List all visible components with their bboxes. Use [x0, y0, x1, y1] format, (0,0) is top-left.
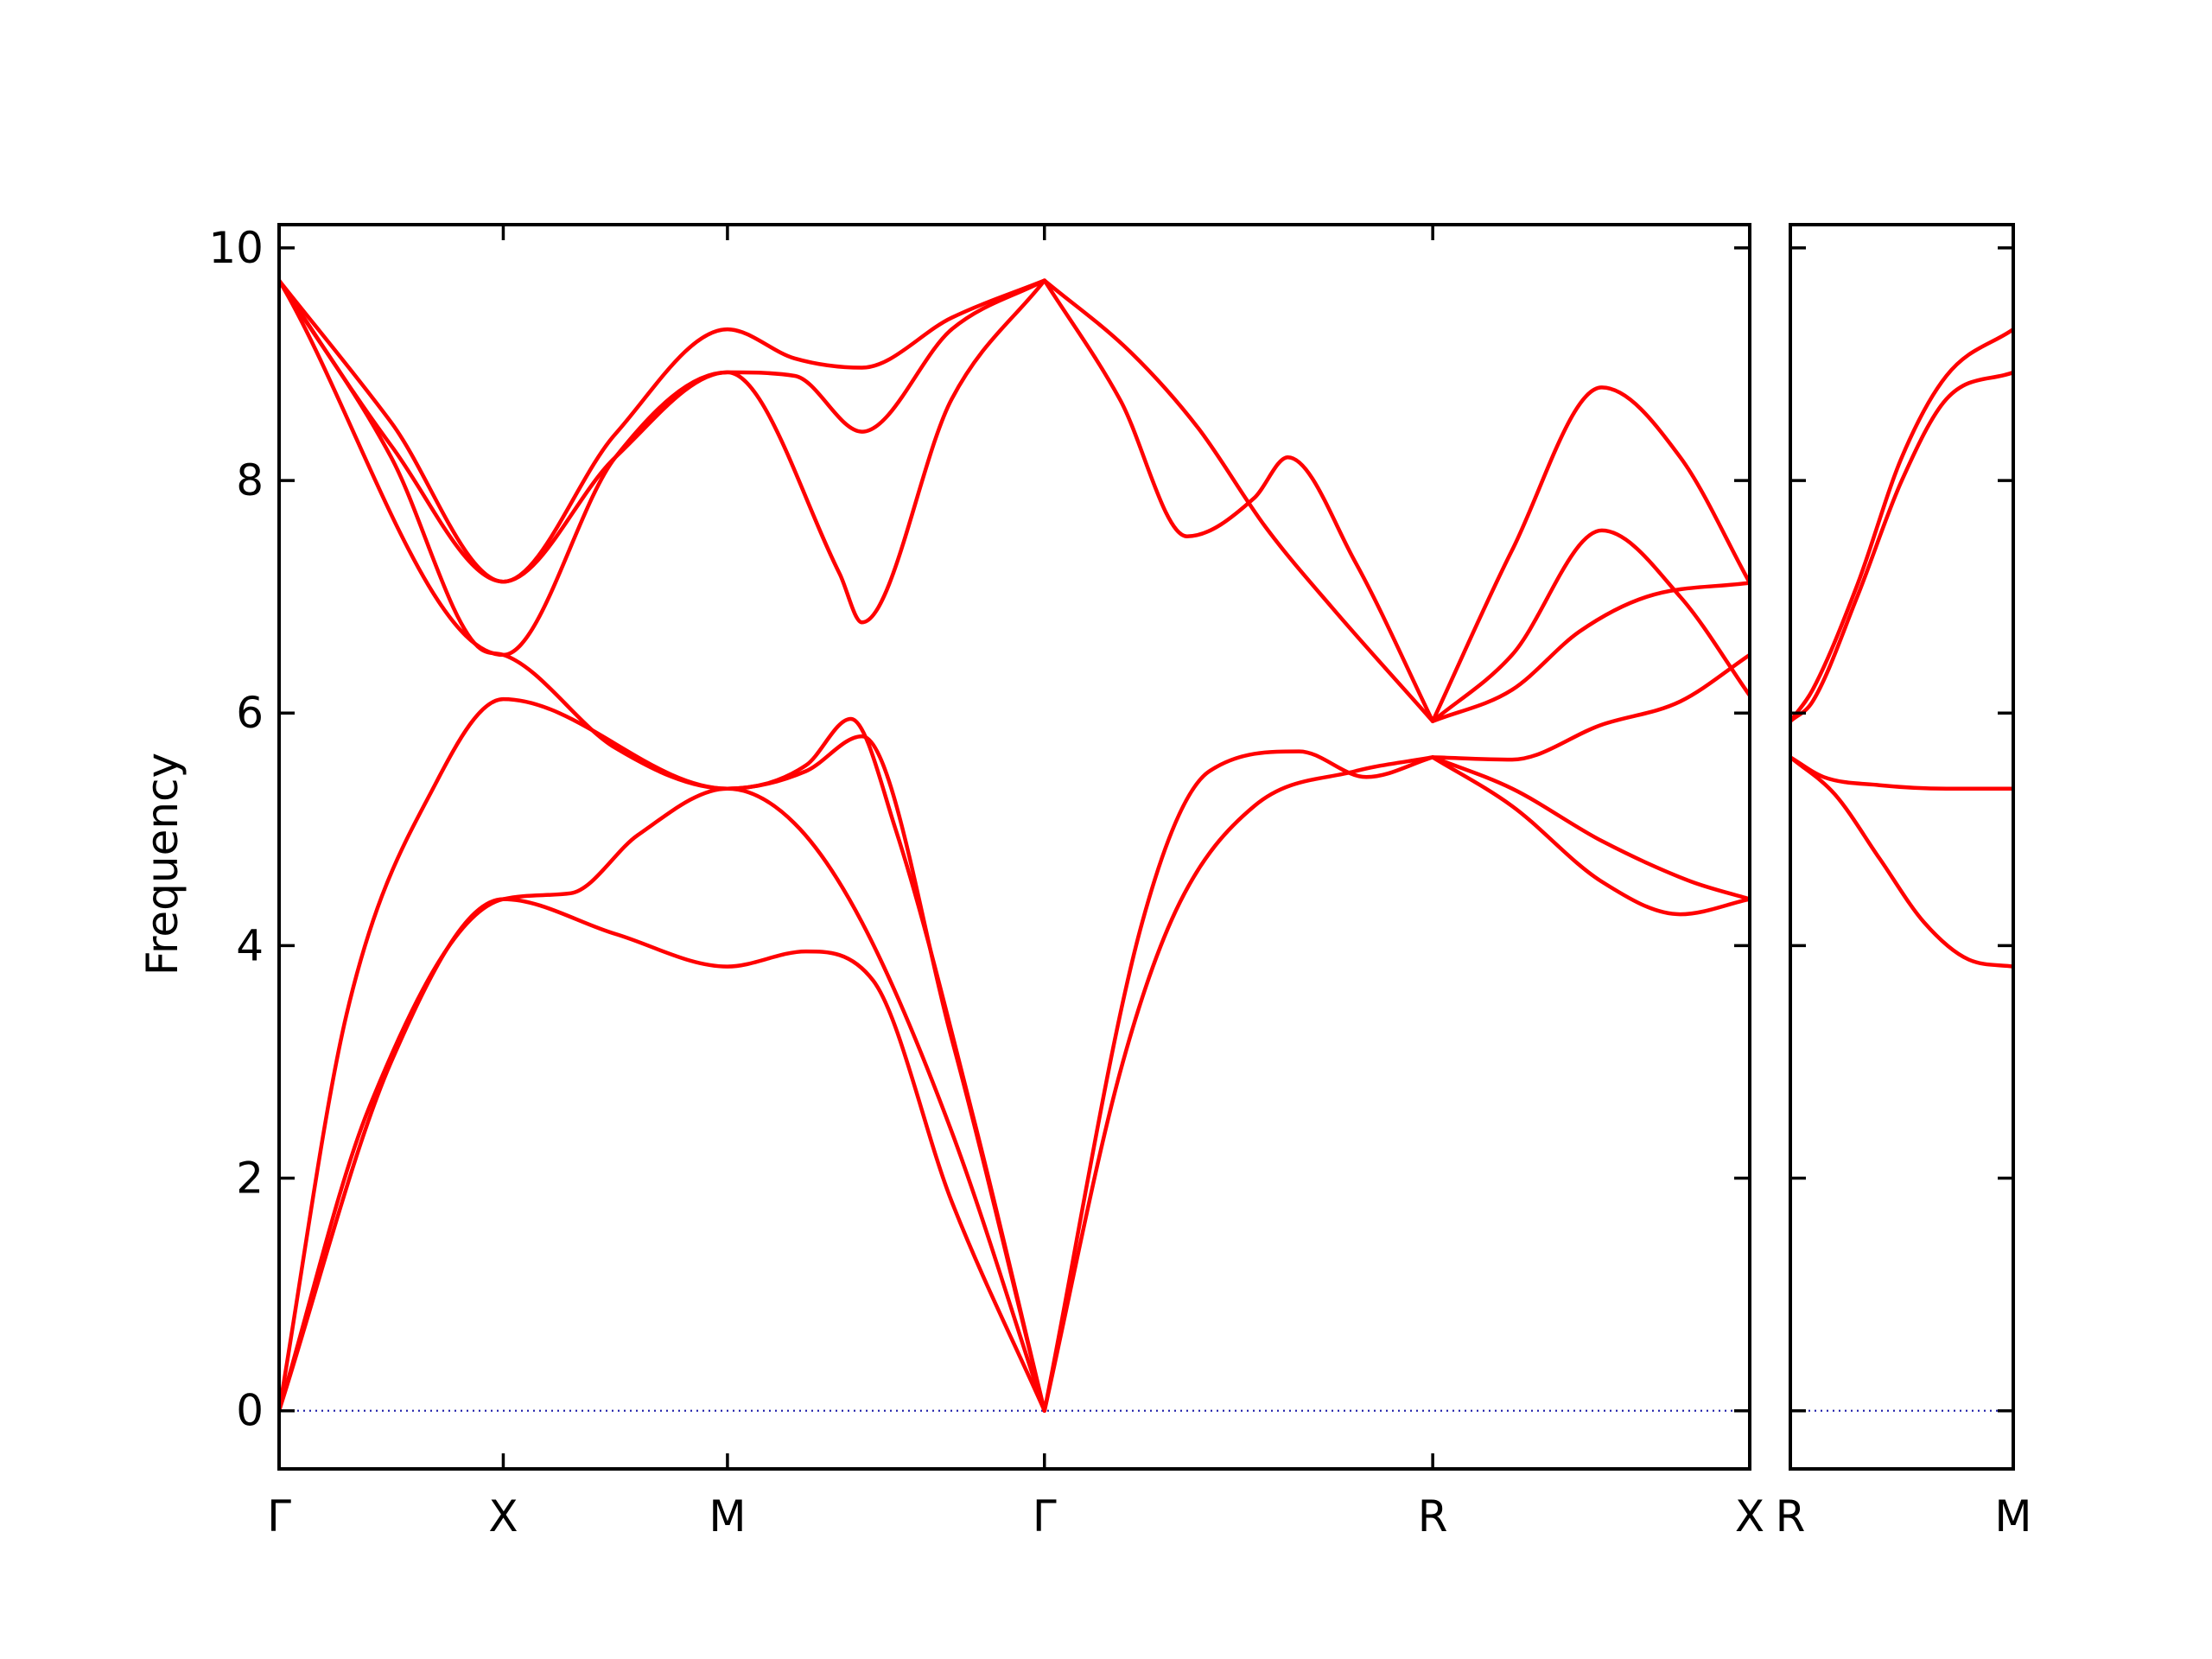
band-0-14: [1430, 581, 1750, 723]
panel-frame: [1789, 223, 2015, 1471]
band-0-15: [1430, 528, 1750, 723]
panel-frame: [277, 223, 1751, 1471]
band-0-10: [1042, 278, 1435, 723]
band-1-1: [1790, 755, 2013, 969]
band-0-11: [1430, 755, 1750, 917]
band-0-6: [279, 278, 1047, 584]
band-1-2: [1790, 370, 2013, 723]
band-0-8: [1042, 755, 1435, 1413]
x-tick-label: R: [1776, 1491, 1806, 1541]
x-tick-label: X: [1735, 1491, 1764, 1541]
band-0-3: [279, 278, 1047, 1413]
band-0-16: [1430, 385, 1750, 723]
band-0-0: [279, 897, 1047, 1413]
band-0-13: [1430, 652, 1750, 762]
y-tick-label: 6: [236, 688, 264, 738]
y-tick-label: 8: [236, 455, 264, 505]
band-0-9: [1042, 278, 1435, 723]
x-tick-label: X: [488, 1491, 518, 1541]
band-0-12: [1430, 755, 1750, 901]
band-0-1: [279, 786, 1047, 1413]
x-tick-label: R: [1418, 1491, 1448, 1541]
band-0-5: [279, 278, 1047, 584]
y-axis-label: Frequency: [137, 753, 188, 976]
y-tick-label: 2: [236, 1154, 264, 1204]
y-tick-label: 0: [236, 1386, 264, 1436]
x-tick-label: M: [709, 1491, 746, 1541]
band-1-3: [1790, 327, 2013, 723]
band-panel-main: 0 2 4 6 8 10 Γ X M Γ R X: [208, 223, 1764, 1541]
x-tick-label: Γ: [267, 1491, 291, 1541]
band-0-7: [1042, 749, 1435, 1413]
band-1-0: [1790, 755, 2013, 791]
y-tick-label: 4: [236, 920, 264, 970]
band-0-4: [279, 278, 1047, 658]
x-tick-label: Γ: [1033, 1491, 1057, 1541]
y-tick-label: 10: [208, 223, 264, 273]
x-tick-label: M: [1994, 1491, 2031, 1541]
